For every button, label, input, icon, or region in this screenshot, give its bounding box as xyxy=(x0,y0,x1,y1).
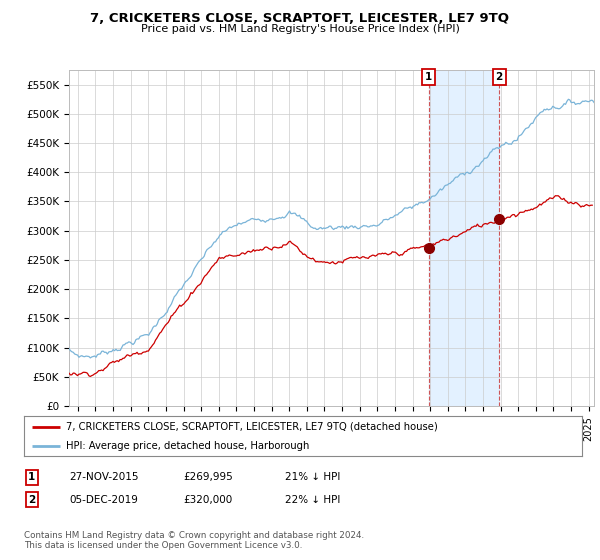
Text: £269,995: £269,995 xyxy=(183,472,233,482)
Text: 7, CRICKETERS CLOSE, SCRAPTOFT, LEICESTER, LE7 9TQ (detached house): 7, CRICKETERS CLOSE, SCRAPTOFT, LEICESTE… xyxy=(66,422,437,432)
Text: 2: 2 xyxy=(496,72,503,82)
Text: 05-DEC-2019: 05-DEC-2019 xyxy=(69,494,138,505)
Text: Contains HM Land Registry data © Crown copyright and database right 2024.
This d: Contains HM Land Registry data © Crown c… xyxy=(24,531,364,550)
Text: £320,000: £320,000 xyxy=(183,494,232,505)
Text: Price paid vs. HM Land Registry's House Price Index (HPI): Price paid vs. HM Land Registry's House … xyxy=(140,24,460,34)
Bar xyxy=(428,70,499,406)
Text: 2: 2 xyxy=(28,494,35,505)
Text: 1: 1 xyxy=(425,72,432,82)
Text: 27-NOV-2015: 27-NOV-2015 xyxy=(69,472,139,482)
Text: 1: 1 xyxy=(28,472,35,482)
Text: HPI: Average price, detached house, Harborough: HPI: Average price, detached house, Harb… xyxy=(66,441,309,450)
Text: 22% ↓ HPI: 22% ↓ HPI xyxy=(285,494,340,505)
Text: 7, CRICKETERS CLOSE, SCRAPTOFT, LEICESTER, LE7 9TQ: 7, CRICKETERS CLOSE, SCRAPTOFT, LEICESTE… xyxy=(91,12,509,25)
Text: 21% ↓ HPI: 21% ↓ HPI xyxy=(285,472,340,482)
